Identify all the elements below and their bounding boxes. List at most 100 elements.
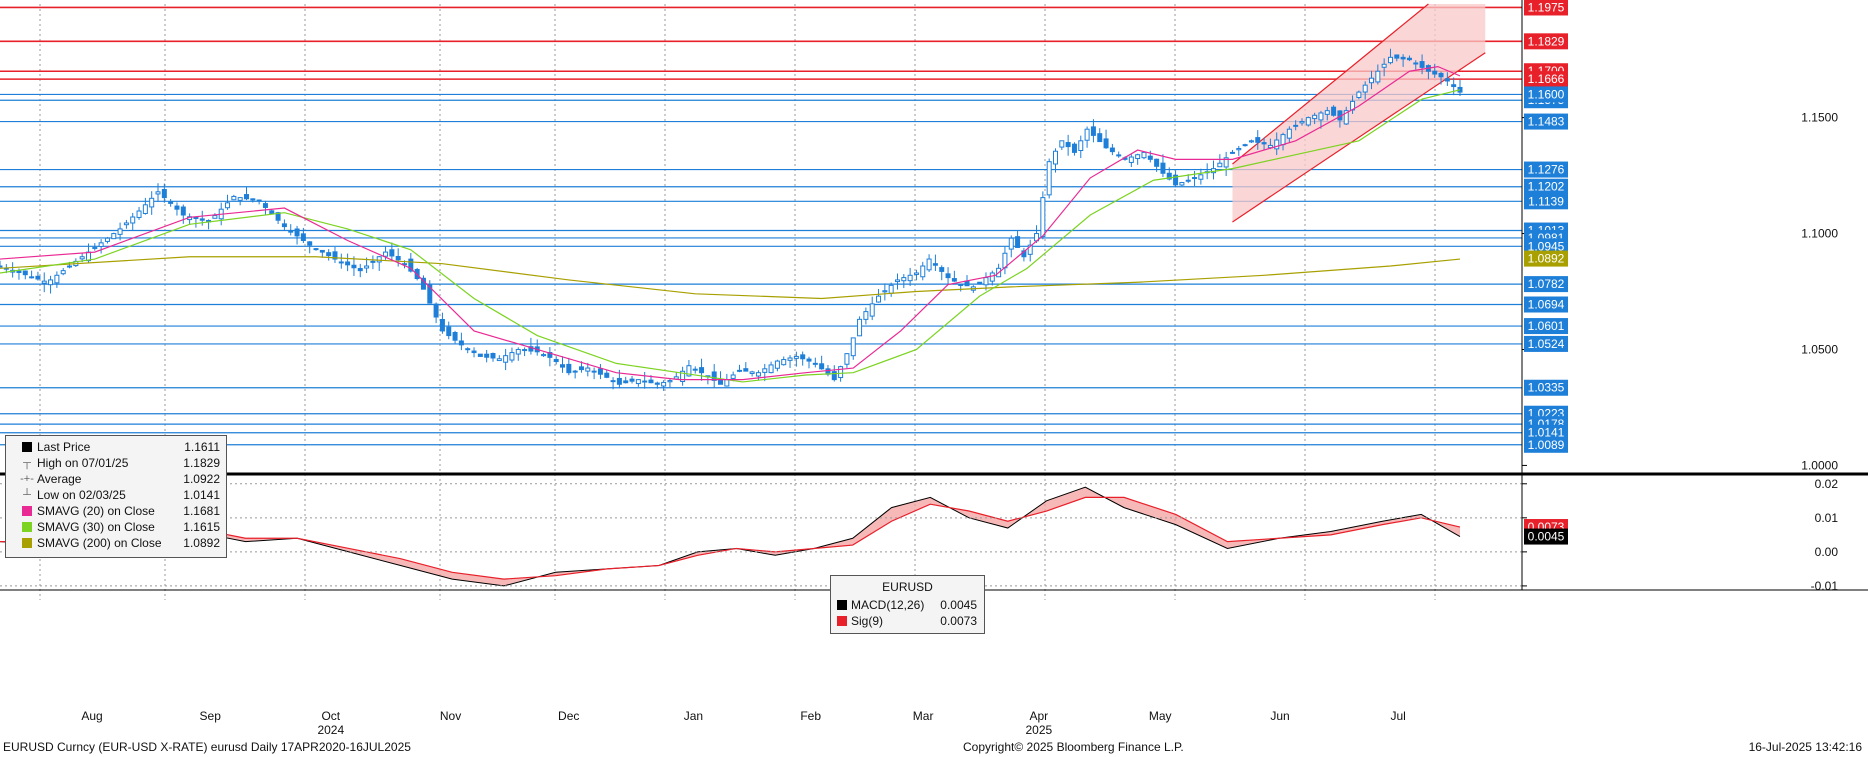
legend-symbol: -+- <box>20 473 34 485</box>
price-label-text: 1.0601 <box>1528 319 1565 333</box>
candle-body <box>667 380 673 383</box>
price-label-text: 1.1600 <box>1528 87 1565 101</box>
candle-body <box>1369 77 1375 84</box>
candle-body <box>243 194 249 200</box>
candle-body <box>446 326 452 337</box>
candle-body <box>604 372 610 378</box>
candle-body <box>60 270 66 275</box>
candle-body <box>692 368 698 371</box>
legend-name: Low on 02/03/25 <box>37 488 126 502</box>
x-year-label: 2024 <box>317 723 344 737</box>
candle-body <box>41 280 47 284</box>
candle-body <box>850 337 856 357</box>
candle-body <box>345 261 351 266</box>
candle-body <box>572 370 578 373</box>
y-tick-label: 1.1500 <box>1801 111 1838 125</box>
macd-panel <box>0 483 1522 587</box>
candle-body <box>427 284 433 304</box>
candle-body <box>907 274 913 282</box>
candle-body <box>844 353 850 365</box>
candle-body <box>1274 139 1280 150</box>
candle-body <box>876 295 882 303</box>
candle-body <box>1387 56 1393 64</box>
candle-body <box>300 233 306 242</box>
signal-swatch <box>837 616 847 626</box>
candle-body <box>774 360 780 369</box>
candles <box>0 48 1463 391</box>
candle-body <box>231 195 237 201</box>
candle-body <box>591 370 597 373</box>
macd-swatch <box>837 600 847 610</box>
candle-body <box>1444 78 1450 82</box>
candle-body <box>793 355 799 359</box>
price-label-box <box>1524 318 1568 335</box>
price-label-box <box>1524 71 1568 88</box>
candle-body <box>888 284 894 294</box>
price-label-text: 1.0782 <box>1528 277 1565 291</box>
candle-body <box>913 272 919 275</box>
footer-timestamp: 16-Jul-2025 13:42:16 <box>1748 740 1862 754</box>
candle-body <box>597 368 603 375</box>
legend-name: SMAVG (30) on Close <box>37 520 155 534</box>
candle-body <box>338 261 344 264</box>
candle-body <box>1432 70 1438 75</box>
price-label-text: 1.1483 <box>1528 115 1565 129</box>
candle-body <box>142 204 148 214</box>
candle-body <box>1223 157 1229 168</box>
legend-row: SMAVG (200) on Close 1.0892 <box>6 535 226 551</box>
candle-body <box>680 370 686 382</box>
candle-body <box>699 367 705 374</box>
candle-body <box>1248 140 1254 143</box>
x-month-label: Jan <box>684 709 703 723</box>
legend-row: Last Price 1.1611 <box>6 439 226 455</box>
candle-body <box>269 210 275 215</box>
candle-body <box>48 279 54 286</box>
x-month-label: Jun <box>1270 709 1289 723</box>
macd-tick-label: 0.00 <box>1815 545 1839 559</box>
y-tick-label: 1.1000 <box>1801 227 1838 241</box>
candle-body <box>863 311 869 320</box>
candle-body <box>237 197 243 201</box>
x-month-label: Aug <box>81 709 102 723</box>
sma30-line <box>0 89 1461 383</box>
price-label-text: 1.0892 <box>1528 252 1565 266</box>
candle-body <box>857 318 863 337</box>
candle-body <box>1116 154 1122 157</box>
candle-body <box>193 216 199 219</box>
candle-body <box>882 290 888 293</box>
candle-body <box>585 367 591 372</box>
candle-body <box>92 246 98 250</box>
candle-body <box>635 379 641 385</box>
x-month-label: Apr <box>1029 709 1048 723</box>
candle-body <box>1008 237 1014 250</box>
x-month-label: Sep <box>200 709 222 723</box>
candle-body <box>1173 174 1179 186</box>
price-label-box <box>1524 86 1568 103</box>
candle-body <box>831 371 837 381</box>
candle-body <box>642 380 648 383</box>
x-month-label: Oct <box>321 709 340 723</box>
macd-name: MACD(12,26) <box>851 598 925 612</box>
candle-body <box>496 358 502 362</box>
candle-body <box>718 379 724 385</box>
candle-body <box>1027 244 1033 255</box>
price-label-box <box>1524 238 1568 255</box>
candle-body <box>351 264 357 269</box>
candle-body <box>819 363 825 370</box>
candle-body <box>812 362 818 365</box>
candle-body <box>1255 137 1261 143</box>
price-label-text: 1.0335 <box>1528 381 1565 395</box>
candle-body <box>1084 128 1090 141</box>
candle-body <box>515 348 521 355</box>
candle-body <box>1356 91 1362 98</box>
price-label-text: 1.1276 <box>1528 163 1565 177</box>
candle-body <box>1179 182 1185 186</box>
candle-body <box>1331 106 1337 116</box>
candle-body <box>383 251 389 257</box>
candle-body <box>1078 140 1084 152</box>
candle-body <box>67 265 73 268</box>
candle-body <box>1400 56 1406 60</box>
candle-body <box>1305 117 1311 126</box>
candle-body <box>281 223 287 228</box>
candle-body <box>1293 124 1299 127</box>
